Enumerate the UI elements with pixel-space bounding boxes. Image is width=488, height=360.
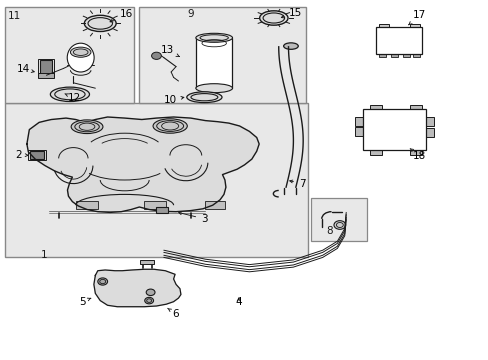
Bar: [378, 24, 388, 28]
Ellipse shape: [259, 11, 287, 25]
Bar: [144, 201, 166, 209]
Bar: [409, 105, 421, 110]
Text: 12: 12: [65, 93, 81, 103]
Text: 15: 15: [281, 8, 302, 18]
Bar: [139, 7, 305, 103]
Bar: [425, 117, 433, 126]
Text: 16: 16: [110, 9, 133, 22]
Bar: [425, 128, 433, 137]
Polygon shape: [94, 269, 181, 307]
Polygon shape: [27, 117, 259, 212]
Text: 3: 3: [179, 212, 207, 224]
Bar: [38, 73, 54, 78]
Ellipse shape: [283, 43, 298, 49]
Circle shape: [146, 289, 155, 296]
Bar: [354, 117, 364, 126]
Text: 5: 5: [79, 297, 91, 307]
Text: 7: 7: [289, 179, 305, 189]
Circle shape: [151, 52, 161, 59]
Circle shape: [333, 221, 345, 229]
Ellipse shape: [195, 84, 232, 93]
Ellipse shape: [71, 120, 102, 134]
Circle shape: [144, 297, 153, 304]
Bar: [375, 27, 421, 54]
Text: 8: 8: [325, 226, 332, 236]
Ellipse shape: [67, 43, 94, 72]
Ellipse shape: [70, 47, 91, 57]
Ellipse shape: [186, 92, 222, 103]
Bar: [390, 53, 397, 57]
Ellipse shape: [50, 87, 89, 102]
Bar: [362, 109, 426, 150]
Text: 11: 11: [8, 11, 21, 21]
Bar: [354, 127, 364, 136]
Bar: [409, 149, 421, 155]
Bar: [310, 198, 366, 241]
Bar: [378, 53, 385, 57]
Bar: [28, 150, 46, 160]
Text: 14: 14: [17, 64, 34, 74]
Text: 4: 4: [235, 297, 242, 307]
Text: 10: 10: [163, 95, 183, 105]
Bar: [195, 38, 232, 88]
Bar: [76, 201, 98, 209]
Ellipse shape: [153, 119, 187, 133]
Text: 9: 9: [187, 9, 194, 19]
Bar: [140, 260, 154, 264]
Bar: [412, 53, 419, 57]
Ellipse shape: [195, 33, 232, 42]
Bar: [383, 122, 404, 138]
Ellipse shape: [84, 15, 116, 31]
Bar: [205, 201, 224, 209]
Bar: [369, 149, 381, 155]
Text: 17: 17: [408, 10, 426, 25]
Circle shape: [98, 278, 107, 285]
Text: 6: 6: [167, 308, 179, 319]
Bar: [5, 103, 307, 257]
Bar: [5, 7, 134, 103]
Text: 13: 13: [160, 45, 179, 57]
Text: 18: 18: [409, 149, 426, 161]
Bar: [40, 60, 52, 74]
Bar: [30, 151, 44, 159]
Bar: [155, 207, 167, 213]
Text: 2: 2: [15, 150, 28, 160]
Text: 1: 1: [41, 250, 47, 260]
Bar: [369, 105, 381, 110]
Bar: [409, 24, 419, 28]
Bar: [403, 53, 409, 57]
Bar: [38, 59, 54, 75]
